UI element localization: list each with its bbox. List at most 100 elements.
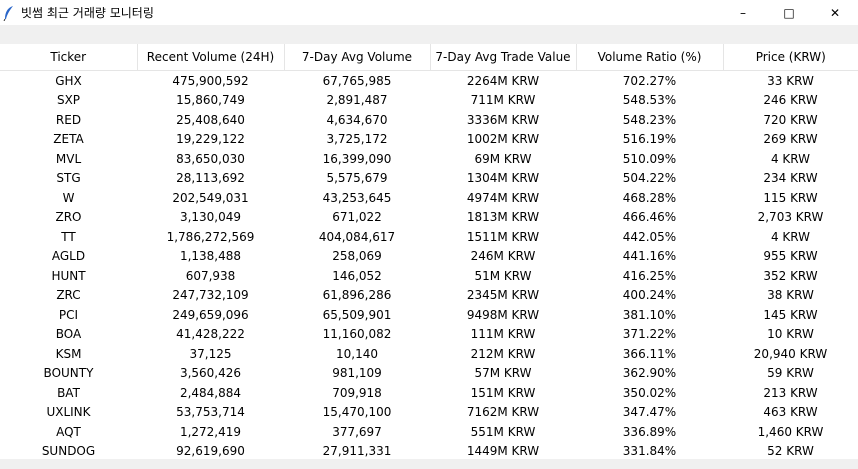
ticker-cell: SXP bbox=[56, 93, 81, 108]
table-row[interactable]: BOUNTY 3,560,426 981,109 57M KRW 362.90% 59 K… bbox=[0, 364, 858, 384]
avg-trade-value-cell: 1002M KRW bbox=[466, 132, 540, 147]
price-cell: 463 KRW bbox=[763, 405, 818, 420]
column-header-avg-trade-value[interactable]: 7-Day Avg Trade Value bbox=[430, 44, 577, 71]
table-row[interactable]: BAT 2,484,884 709,918 151M KRW 350.02% 213 KR… bbox=[0, 383, 858, 403]
recent-volume-cell: 53,753,714 bbox=[176, 405, 245, 420]
avg-volume-cell: 4,634,670 bbox=[326, 112, 388, 127]
table-row[interactable]: GHX 475,900,592 67,765,985 2264M KRW 702.27%… bbox=[0, 71, 858, 91]
window-controls: – □ ✕ bbox=[720, 0, 858, 25]
avg-volume-cell: 5,575,679 bbox=[326, 171, 388, 186]
ticker-cell: ZRC bbox=[56, 288, 81, 303]
price-cell: 1,460 KRW bbox=[757, 424, 824, 439]
recent-volume-cell: 28,113,692 bbox=[176, 171, 245, 186]
table-row[interactable]: SUNDOG 92,619,690 27,911,331 1449M KRW 331.8… bbox=[0, 442, 858, 460]
column-header-volume-ratio[interactable]: Volume Ratio (%) bbox=[576, 44, 724, 71]
avg-volume-cell: 258,069 bbox=[332, 249, 382, 264]
minimize-button[interactable]: – bbox=[720, 0, 766, 25]
price-cell: 33 KRW bbox=[767, 73, 814, 88]
bottom-strip bbox=[0, 459, 858, 469]
volume-ratio-cell: 548.23% bbox=[622, 112, 677, 127]
volume-ratio-cell: 400.24% bbox=[622, 288, 677, 303]
price-cell: 246 KRW bbox=[763, 93, 818, 108]
avg-volume-cell: 15,470,100 bbox=[322, 405, 392, 420]
recent-volume-cell: 37,125 bbox=[189, 346, 232, 361]
recent-volume-cell: 202,549,031 bbox=[172, 190, 249, 205]
avg-volume-cell: 404,084,617 bbox=[318, 229, 396, 244]
column-header-ticker[interactable]: Ticker bbox=[0, 44, 138, 71]
recent-volume-cell: 41,428,222 bbox=[176, 327, 245, 342]
volume-table-view[interactable]: Ticker Recent Volume (24H) 7-Day Avg Vol… bbox=[0, 44, 858, 459]
avg-volume-cell: 981,109 bbox=[332, 366, 382, 381]
column-header-avg-volume[interactable]: 7-Day Avg Volume bbox=[284, 44, 431, 71]
table-row[interactable]: TT 1,786,272,569 404,084,617 1511M KRW 442.0… bbox=[0, 227, 858, 247]
recent-volume-cell: 92,619,690 bbox=[176, 444, 245, 459]
recent-volume-cell: 1,786,272,569 bbox=[166, 229, 255, 244]
avg-volume-cell: 2,891,487 bbox=[326, 93, 388, 108]
avg-volume-cell: 709,918 bbox=[332, 385, 382, 400]
volume-ratio-cell: 548.53% bbox=[622, 93, 677, 108]
avg-volume-cell: 11,160,082 bbox=[322, 327, 392, 342]
avg-trade-value-cell: 7162M KRW bbox=[466, 405, 540, 420]
column-header-price[interactable]: Price (KRW) bbox=[723, 44, 858, 71]
avg-trade-value-cell: 1511M KRW bbox=[466, 229, 540, 244]
avg-volume-cell: 43,253,645 bbox=[322, 190, 392, 205]
ticker-cell: ZETA bbox=[53, 132, 84, 147]
minimize-icon: – bbox=[740, 5, 746, 20]
volume-ratio-cell: 504.22% bbox=[622, 171, 677, 186]
ticker-cell: SUNDOG bbox=[41, 444, 96, 459]
table-body: GHX 475,900,592 67,765,985 2264M KRW 702.27%… bbox=[0, 71, 858, 460]
column-header-recent-volume[interactable]: Recent Volume (24H) bbox=[137, 44, 285, 71]
volume-ratio-cell: 371.22% bbox=[622, 327, 677, 342]
table-row[interactable]: AQT 1,272,419 377,697 551M KRW 336.89% 1,460 … bbox=[0, 422, 858, 442]
table-row[interactable]: W 202,549,031 43,253,645 4974M KRW 468.28% 11… bbox=[0, 188, 858, 208]
ticker-cell: RED bbox=[55, 112, 82, 127]
price-cell: 2,703 KRW bbox=[757, 210, 824, 225]
table-row[interactable]: RED 25,408,640 4,634,670 3336M KRW 548.23% 72… bbox=[0, 110, 858, 130]
table-header-row: Ticker Recent Volume (24H) 7-Day Avg Vol… bbox=[0, 44, 858, 71]
recent-volume-cell: 3,130,049 bbox=[179, 210, 242, 225]
volume-ratio-cell: 468.28% bbox=[622, 190, 677, 205]
close-button[interactable]: ✕ bbox=[812, 0, 858, 25]
ticker-cell: BOUNTY bbox=[43, 366, 94, 381]
avg-volume-cell: 671,022 bbox=[332, 210, 382, 225]
table-row[interactable]: UXLINK 53,753,714 15,470,100 7162M KRW 347.4… bbox=[0, 403, 858, 423]
price-cell: 38 KRW bbox=[767, 288, 814, 303]
title-bar: 빗썸 최근 거래량 모니터링 – □ ✕ bbox=[0, 0, 858, 25]
ticker-cell: MVL bbox=[55, 151, 82, 166]
table-row[interactable]: PCI 249,659,096 65,509,901 9498M KRW 381.10%… bbox=[0, 305, 858, 325]
table-row[interactable]: KSM 37,125 10,140 212M KRW 366.11% 20,940 KRW bbox=[0, 344, 858, 364]
ticker-cell: GHX bbox=[55, 73, 82, 88]
ticker-cell: PCI bbox=[58, 307, 79, 322]
volume-ratio-cell: 466.46% bbox=[622, 210, 677, 225]
recent-volume-cell: 475,900,592 bbox=[172, 73, 249, 88]
price-cell: 234 KRW bbox=[763, 171, 818, 186]
table-row[interactable]: MVL 83,650,030 16,399,090 69M KRW 510.09% 4 K… bbox=[0, 149, 858, 169]
price-cell: 213 KRW bbox=[763, 385, 818, 400]
avg-trade-value-cell: 9498M KRW bbox=[466, 307, 540, 322]
avg-trade-value-cell: 1304M KRW bbox=[466, 171, 540, 186]
avg-trade-value-cell: 2264M KRW bbox=[466, 73, 540, 88]
table-row[interactable]: AGLD 1,138,488 258,069 246M KRW 441.16% 955 K… bbox=[0, 247, 858, 267]
table-row[interactable]: STG 28,113,692 5,575,679 1304M KRW 504.22% 23… bbox=[0, 169, 858, 189]
avg-trade-value-cell: 111M KRW bbox=[470, 327, 536, 342]
recent-volume-cell: 15,860,749 bbox=[176, 93, 245, 108]
table-row[interactable]: SXP 15,860,749 2,891,487 711M KRW 548.53% 246… bbox=[0, 91, 858, 111]
table-row[interactable]: ZRO 3,130,049 671,022 1813M KRW 466.46% 2,703… bbox=[0, 208, 858, 228]
price-cell: 52 KRW bbox=[767, 444, 814, 459]
table-row[interactable]: HUNT 607,938 146,052 51M KRW 416.25% 352 KRW bbox=[0, 266, 858, 286]
table-row[interactable]: ZETA 19,229,122 3,725,172 1002M KRW 516.19% 2… bbox=[0, 130, 858, 150]
price-cell: 352 KRW bbox=[763, 268, 818, 283]
avg-volume-cell: 27,911,331 bbox=[322, 444, 392, 459]
avg-trade-value-cell: 57M KRW bbox=[474, 366, 532, 381]
avg-volume-cell: 10,140 bbox=[336, 346, 378, 361]
avg-trade-value-cell: 3336M KRW bbox=[466, 112, 540, 127]
volume-ratio-cell: 702.27% bbox=[622, 73, 677, 88]
avg-trade-value-cell: 69M KRW bbox=[474, 151, 532, 166]
table-row[interactable]: ZRC 247,732,109 61,896,286 2345M KRW 400.24%… bbox=[0, 286, 858, 306]
table-row[interactable]: BOA 41,428,222 11,160,082 111M KRW 371.22% 10… bbox=[0, 325, 858, 345]
avg-trade-value-cell: 51M KRW bbox=[474, 268, 532, 283]
price-cell: 20,940 KRW bbox=[753, 346, 828, 361]
maximize-button[interactable]: □ bbox=[766, 0, 812, 25]
volume-ratio-cell: 441.16% bbox=[622, 249, 677, 264]
price-cell: 115 KRW bbox=[763, 190, 818, 205]
